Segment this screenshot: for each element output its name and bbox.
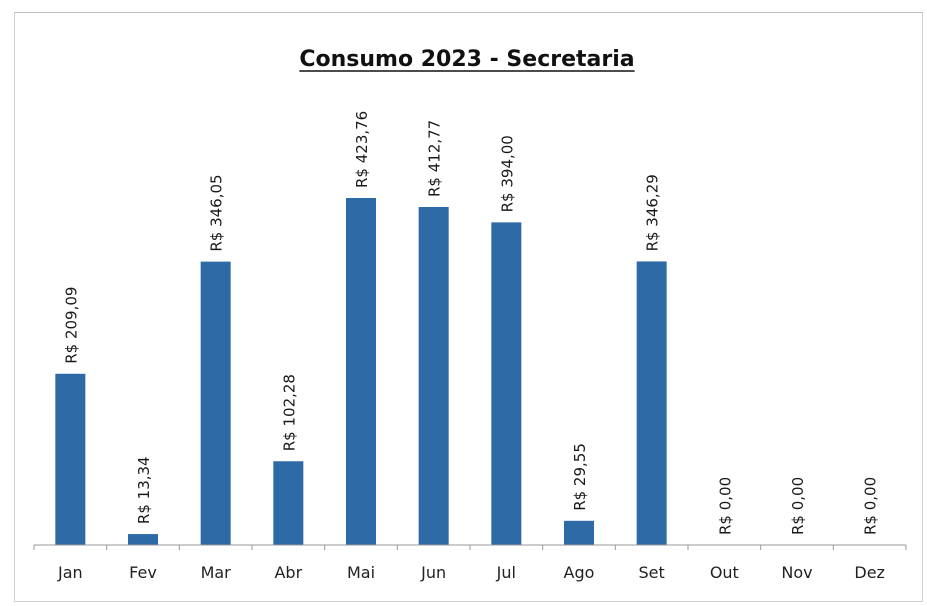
bar-set bbox=[636, 261, 667, 545]
x-tick-label-jul: Jul bbox=[496, 563, 516, 582]
x-tick-label-mar: Mar bbox=[201, 563, 232, 582]
x-tick-label-mai: Mai bbox=[347, 563, 375, 582]
x-tick-label-nov: Nov bbox=[781, 563, 812, 582]
data-label-jul: R$ 394,00 bbox=[498, 135, 516, 212]
x-tick-label-jun: Jun bbox=[420, 563, 446, 582]
bar-fev bbox=[128, 534, 158, 545]
bar-abr bbox=[273, 461, 304, 545]
bar-jun bbox=[418, 206, 449, 545]
x-tick-label-dez: Dez bbox=[854, 563, 885, 582]
x-tick-label-out: Out bbox=[710, 563, 739, 582]
bar-jul bbox=[491, 222, 522, 545]
data-label-jun: R$ 412,77 bbox=[426, 120, 444, 197]
data-label-fev: R$ 13,34 bbox=[135, 456, 153, 524]
data-label-nov: R$ 0,00 bbox=[789, 477, 807, 535]
x-tick-label-jan: Jan bbox=[57, 563, 83, 582]
bar-jan bbox=[55, 373, 86, 545]
chart-title: Consumo 2023 - Secretaria bbox=[299, 47, 634, 72]
data-label-jan: R$ 209,09 bbox=[62, 287, 80, 364]
data-label-abr: R$ 102,28 bbox=[280, 374, 298, 451]
bar-ago bbox=[564, 520, 594, 545]
x-tick-label-fev: Fev bbox=[129, 563, 157, 582]
bar-mai bbox=[346, 198, 376, 545]
x-tick-label-ago: Ago bbox=[564, 563, 595, 582]
x-tick-label-abr: Abr bbox=[274, 563, 302, 582]
chart-frame bbox=[14, 12, 923, 602]
x-tick-label-set: Set bbox=[639, 563, 665, 582]
data-label-set: R$ 346,29 bbox=[644, 174, 662, 251]
data-label-mar: R$ 346,05 bbox=[208, 174, 226, 251]
data-label-ago: R$ 29,55 bbox=[571, 443, 589, 511]
bar-mar bbox=[200, 261, 231, 545]
data-label-dez: R$ 0,00 bbox=[862, 477, 880, 535]
data-label-mai: R$ 423,76 bbox=[353, 111, 371, 188]
data-label-out: R$ 0,00 bbox=[716, 477, 734, 535]
